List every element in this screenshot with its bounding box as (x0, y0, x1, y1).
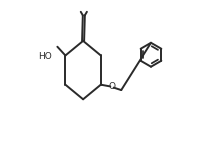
Text: O: O (108, 82, 115, 91)
Text: HO: HO (38, 52, 51, 61)
